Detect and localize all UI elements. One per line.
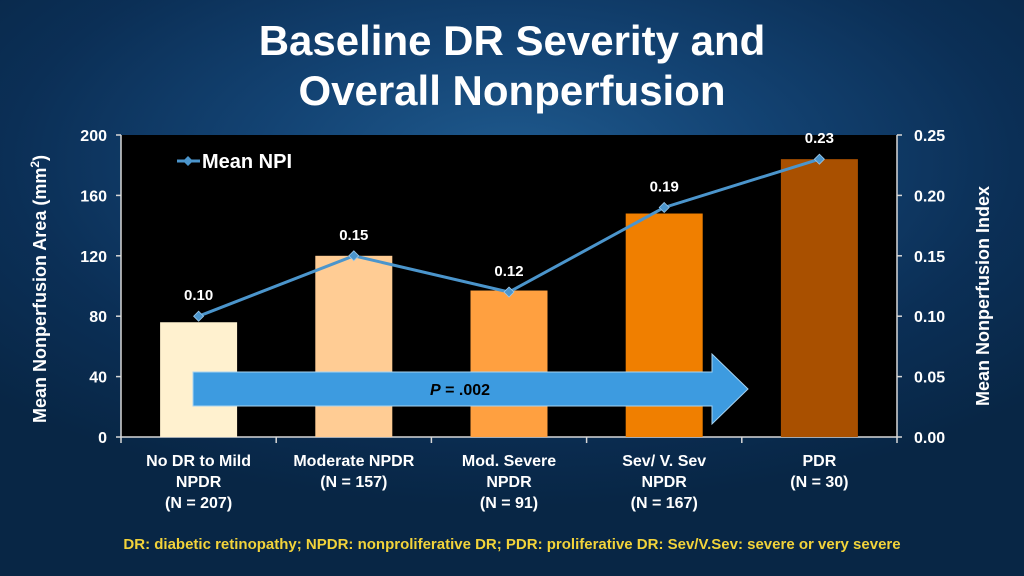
npi-data-label: 0.12 <box>494 263 523 280</box>
x-tick-label: No DR to Mild <box>146 453 251 470</box>
y-tick-label-right: 0.20 <box>914 188 945 205</box>
y-tick-label-right: 0.15 <box>914 249 945 266</box>
legend-label: Mean NPI <box>202 151 292 173</box>
chart-title-line-1: Baseline DR Severity and <box>258 17 766 64</box>
y-tick-label-left: 200 <box>80 128 107 145</box>
npi-data-label: 0.19 <box>650 178 679 195</box>
significance-arrow <box>192 352 749 426</box>
y-tick-label-right: 0.00 <box>914 430 945 447</box>
y-tick-label-right: 0.10 <box>914 309 945 326</box>
npi-data-label: 0.10 <box>184 287 213 304</box>
x-tick-label: (N = 157) <box>320 474 387 491</box>
x-tick-label: Mod. Severe <box>462 453 556 470</box>
x-tick-label: (N = 207) <box>165 495 232 512</box>
chart-title: Baseline DR Severity and Overall Nonperf… <box>0 16 1024 116</box>
x-tick-label: PDR <box>803 453 837 470</box>
y-axis-title-right: Mean Nonperfusion Index <box>973 186 993 406</box>
y-tick-label-right: 0.05 <box>914 370 945 387</box>
p-value-label: P = .002 <box>430 382 490 399</box>
y-tick-label-left: 80 <box>89 309 107 326</box>
y-tick-label-left: 0 <box>98 430 107 447</box>
x-tick-label: (N = 30) <box>790 474 848 491</box>
npi-point <box>503 286 515 298</box>
y-axis-title-left: Mean Nonperfusion Area (mm2) <box>28 155 50 423</box>
x-tick-label: (N = 91) <box>480 495 538 512</box>
x-tick-label: NPDR <box>642 474 688 491</box>
x-tick-label: NPDR <box>486 474 532 491</box>
npi-point <box>348 250 360 262</box>
bar <box>315 255 393 437</box>
x-tick-label: (N = 167) <box>631 495 698 512</box>
npi-point <box>658 201 670 214</box>
y-tick-label-right: 0.25 <box>914 128 945 145</box>
npi-data-label: 0.15 <box>339 227 368 244</box>
npi-point <box>193 310 205 322</box>
y-tick-label-left: 120 <box>80 249 107 266</box>
chart-title-line-2: Overall Nonperfusion <box>298 67 726 114</box>
x-tick-label: Moderate NPDR <box>293 453 414 470</box>
bar <box>470 290 548 437</box>
npi-point <box>813 153 825 165</box>
y-tick-label-left: 160 <box>80 188 107 205</box>
footnote: DR: diabetic retinopathy; NPDR: nonproli… <box>123 536 901 553</box>
x-tick-label: NPDR <box>176 474 222 491</box>
legend-marker <box>183 156 193 166</box>
x-tick-label: Sev/ V. Sev <box>622 453 706 470</box>
y-tick-label-left: 40 <box>89 370 107 387</box>
npi-data-label: 0.23 <box>805 130 834 147</box>
bar <box>780 159 858 437</box>
